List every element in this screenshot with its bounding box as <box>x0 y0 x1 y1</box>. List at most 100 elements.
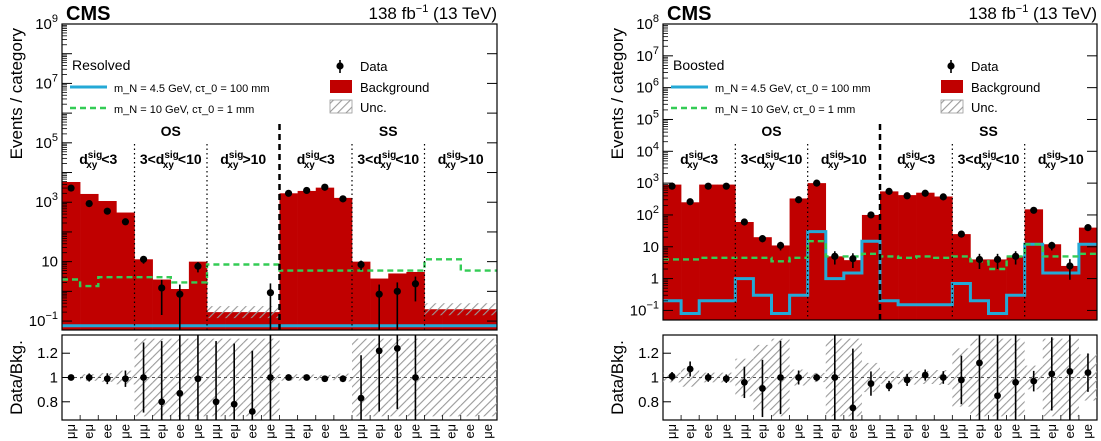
x-tick-label: μμ <box>664 424 679 439</box>
dxy-bin-label: 3<dsig xy <10 <box>357 150 419 171</box>
ratio-point <box>1048 370 1056 378</box>
ratio-point <box>795 374 803 381</box>
y-tick-label: 10 <box>41 254 58 271</box>
dxy-bin-label: dsig xy >10 <box>821 150 867 171</box>
data-point <box>813 179 821 187</box>
data-point <box>939 193 947 201</box>
uncertainty-band <box>225 306 244 319</box>
background-bar <box>970 259 989 320</box>
ratio-point <box>976 359 983 367</box>
ratio-point <box>867 380 875 387</box>
x-tick-label: eμ <box>899 424 914 439</box>
data-point <box>668 182 676 190</box>
data-point <box>158 284 166 292</box>
x-tick-label: eμ <box>754 424 769 439</box>
ratio-point <box>103 375 111 383</box>
x-tick-label: μμ <box>63 424 78 439</box>
ratio-point <box>285 374 292 381</box>
legend-signal1-label: m_N = 4.5 GeV, cτ_0 = 100 mm <box>114 83 270 95</box>
legend-data-marker <box>336 62 344 70</box>
x-tick-label: μe <box>935 424 950 439</box>
background-bar <box>116 212 135 330</box>
ratio-point <box>831 374 839 381</box>
ratio-y-axis-title: Data/Bkg. <box>7 340 26 415</box>
ratio-point <box>412 374 419 381</box>
data-point <box>411 280 420 288</box>
ratio-point <box>85 374 93 381</box>
experiment-label: CMS <box>66 3 110 25</box>
ratio-point <box>1030 377 1038 385</box>
legend-background-label: Background <box>971 80 1040 95</box>
ratio-point <box>230 400 238 408</box>
y-tick-label: 103 <box>636 172 659 192</box>
data-point <box>393 287 401 295</box>
x-tick-label: μe <box>190 424 205 439</box>
background-bar <box>279 193 298 330</box>
x-tick-label: μe <box>480 424 495 439</box>
background-bar <box>663 184 682 320</box>
ratio-point <box>740 378 748 386</box>
x-tick-label: ee <box>700 424 715 438</box>
background-bar <box>62 181 81 330</box>
dxy-bin-label: dsig xy <3 <box>79 150 117 171</box>
data-point <box>704 182 712 190</box>
ratio-point <box>686 365 694 373</box>
signal2-line <box>663 240 1097 271</box>
dxy-bin-label: dsig xy <3 <box>680 150 718 171</box>
ratio-uncertainty-band <box>681 368 700 387</box>
ratio-point <box>849 404 857 412</box>
data-point <box>795 196 803 204</box>
legend-background-marker <box>330 80 352 93</box>
data-point <box>740 218 748 226</box>
y-axis-title: Events / category <box>7 28 26 160</box>
background-bar <box>134 259 153 330</box>
ratio-y-tick-label: 1.2 <box>638 345 659 362</box>
x-tick-label: μμ <box>809 424 824 439</box>
group-label-ss: SS <box>979 123 998 139</box>
x-tick-label: ee <box>172 424 187 438</box>
data-point <box>722 182 730 190</box>
data-point <box>975 255 984 264</box>
x-tick-label: μμ <box>136 424 151 439</box>
y-tick-label: 102 <box>636 204 659 224</box>
lumi-label: 138 fb−1 (13 TeV) <box>369 3 497 23</box>
data-point <box>321 183 329 191</box>
ratio-point <box>357 394 365 402</box>
x-tick-label: μe <box>1008 424 1023 439</box>
legend-signal2-label: m_N = 10 GeV, cτ_0 = 1 mm <box>715 104 855 116</box>
ratio-point <box>194 375 202 383</box>
y-tick-label: 1 <box>651 271 659 288</box>
legend-background-label: Background <box>360 80 429 95</box>
ratio-y-tick-label: 1 <box>50 370 58 387</box>
data-point <box>85 199 93 208</box>
background-bar <box>735 222 754 320</box>
signal1-line <box>663 230 1097 315</box>
x-tick-label: μe <box>262 424 277 439</box>
ratio-point <box>339 375 347 383</box>
ratio-point <box>813 374 821 381</box>
background-bar <box>1042 244 1062 320</box>
ratio-y-tick-label: 0.8 <box>638 394 659 411</box>
ratio-point <box>248 408 256 415</box>
dxy-bin-label: dsig xy >10 <box>1038 150 1084 171</box>
x-tick-label: μe <box>407 424 422 439</box>
ratio-point <box>903 376 911 384</box>
data-point <box>957 230 965 238</box>
ratio-point <box>1066 368 1074 375</box>
ratio-uncertainty-band <box>880 371 899 384</box>
background-bar <box>807 183 827 320</box>
x-tick-label: ee <box>244 424 259 438</box>
data-point <box>303 186 311 195</box>
ratio-point <box>321 375 329 383</box>
x-tick-label: eμ <box>226 424 241 439</box>
data-point <box>194 262 202 270</box>
y-tick-label: 104 <box>636 140 659 160</box>
background-bar <box>98 201 117 330</box>
x-tick-label: eμ <box>444 424 459 439</box>
y-tick-label: 105 <box>636 108 659 128</box>
x-tick-label: eμ <box>299 424 314 439</box>
y-tick-label: 10 <box>642 239 659 256</box>
dxy-bin-label: 3<dsig xy <10 <box>958 150 1020 171</box>
background-bar <box>699 184 718 320</box>
ratio-point <box>939 374 947 381</box>
